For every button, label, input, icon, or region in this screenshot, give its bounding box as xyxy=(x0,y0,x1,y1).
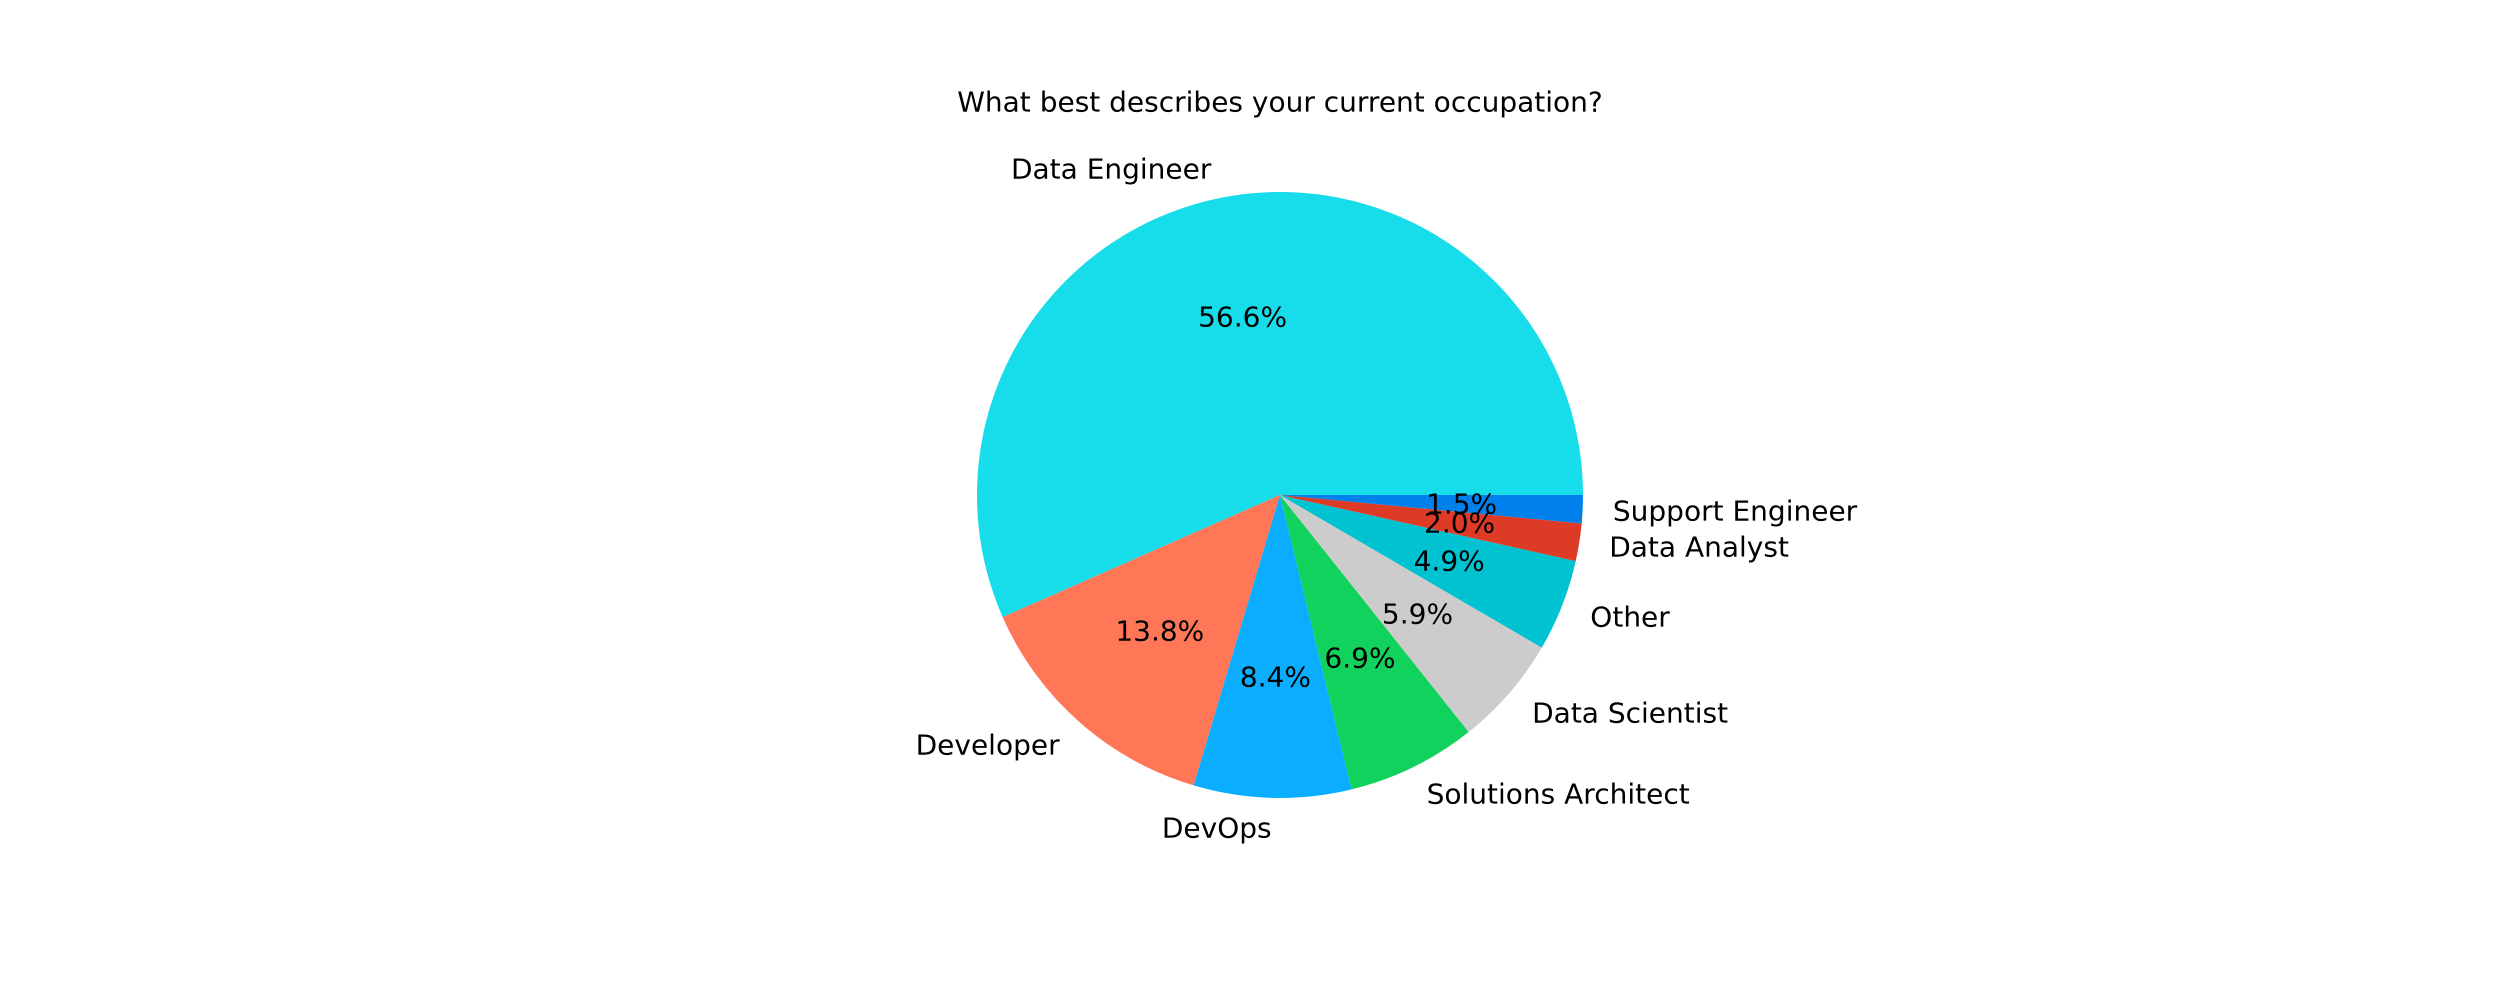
slice-label-solutions-architect: Solutions Architect xyxy=(1426,777,1690,811)
pct-label-data-engineer: 56.6% xyxy=(1198,300,1288,334)
pie-slice-devops xyxy=(1193,495,1352,798)
slice-label-data-engineer: Data Engineer xyxy=(1010,152,1212,186)
pie-slice-data-engineer xyxy=(977,192,1583,618)
chart-title: What best describes your current occupat… xyxy=(957,85,1603,119)
slice-label-data-scientist: Data Scientist xyxy=(1532,696,1729,730)
pie-slice-other xyxy=(1280,495,1576,648)
pie-slice-developer xyxy=(1002,495,1280,786)
pct-label-other: 4.9% xyxy=(1413,544,1485,578)
pct-label-support-engineer: 1.5% xyxy=(1426,487,1498,521)
slice-label-developer: Developer xyxy=(915,728,1060,762)
pct-label-data-analyst: 2.0% xyxy=(1424,506,1496,540)
slice-label-data-analyst: Data Analyst xyxy=(1609,530,1789,564)
slice-label-devops: DevOps xyxy=(1161,811,1272,845)
pie-slice-solutions-architect xyxy=(1280,495,1469,790)
slice-label-support-engineer: Support Engineer xyxy=(1612,494,1858,528)
pie-slice-data-analyst xyxy=(1280,495,1582,562)
pct-label-data-scientist: 5.9% xyxy=(1381,597,1454,631)
pie-slice-data-scientist xyxy=(1280,495,1542,733)
pct-label-developer: 13.8% xyxy=(1115,614,1205,648)
pie-slice-support-engineer xyxy=(1280,495,1583,524)
pct-label-devops: 8.4% xyxy=(1239,660,1311,694)
pct-label-solutions-architect: 6.9% xyxy=(1324,641,1396,675)
slice-label-other: Other xyxy=(1590,600,1670,634)
